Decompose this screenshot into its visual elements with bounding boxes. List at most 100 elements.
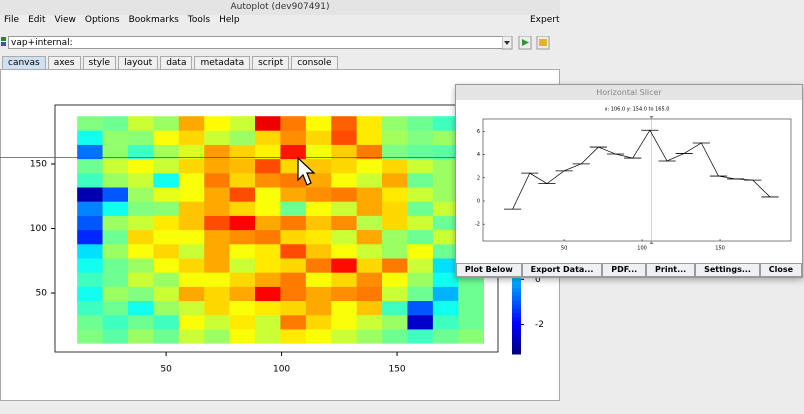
heatmap-cell bbox=[407, 258, 434, 273]
colorbar-segment bbox=[512, 287, 521, 293]
heatmap-cell bbox=[407, 116, 434, 131]
heatmap-cell bbox=[178, 144, 205, 160]
address-field[interactable]: vap+internal: bbox=[8, 36, 510, 49]
heatmap-cell bbox=[280, 116, 307, 131]
heatmap-cell bbox=[331, 187, 357, 202]
heatmap-cell bbox=[77, 272, 103, 287]
menu-item[interactable]: Bookmarks bbox=[128, 15, 179, 25]
heatmap-cell bbox=[407, 144, 434, 160]
menu-item[interactable]: File bbox=[4, 15, 20, 25]
heatmap-cell bbox=[407, 130, 434, 145]
menu-item[interactable]: Options bbox=[84, 15, 120, 25]
heatmap-cell bbox=[178, 187, 205, 202]
heatmap-cell bbox=[204, 258, 230, 273]
heatmap-cell bbox=[178, 329, 205, 344]
menu-item[interactable]: Edit bbox=[28, 15, 46, 25]
heatmap-cell bbox=[356, 173, 383, 188]
heatmap-cell bbox=[153, 243, 180, 259]
heatmap-cell bbox=[153, 272, 180, 287]
menu-item[interactable]: Help bbox=[219, 15, 240, 25]
heatmap-cell bbox=[204, 201, 230, 216]
heatmap-cell bbox=[382, 215, 408, 231]
heatmap-cell bbox=[280, 329, 307, 344]
tab[interactable]: layout bbox=[118, 56, 159, 69]
heatmap-cell bbox=[77, 201, 103, 216]
button[interactable]: PDF... bbox=[602, 263, 647, 277]
heatmap-cell bbox=[102, 229, 129, 245]
x-tick-label: 150 bbox=[388, 365, 405, 375]
heatmap-cell bbox=[255, 144, 281, 160]
colorbar-segment bbox=[512, 316, 521, 322]
heatmap-cell bbox=[331, 173, 357, 188]
heatmap-cell bbox=[178, 314, 205, 330]
heatmap-cell bbox=[204, 215, 230, 231]
heatmap-cell bbox=[229, 329, 256, 344]
slicer-plot: x: 106.0 y: 154.0 to 165.0 50 100 150 -2 0 2 4 6 bbox=[475, 107, 792, 252]
tab[interactable]: metadata bbox=[194, 56, 251, 69]
heatmap-cell bbox=[204, 130, 230, 145]
heatmap-cell bbox=[127, 116, 154, 131]
button[interactable]: Print... bbox=[646, 263, 696, 277]
button[interactable]: Settings... bbox=[695, 263, 760, 277]
heatmap-cell bbox=[382, 286, 408, 302]
heatmap-cell bbox=[127, 272, 154, 287]
heatmap-cell bbox=[204, 173, 230, 188]
heatmap-cell bbox=[77, 144, 103, 160]
heatmap-cell bbox=[153, 329, 180, 344]
heatmap-cell bbox=[127, 144, 154, 160]
tab[interactable]: console bbox=[291, 56, 338, 69]
window-title: Autoplot (dev907491) bbox=[0, 0, 560, 15]
heatmap-cell bbox=[280, 314, 307, 330]
heatmap-cell bbox=[356, 201, 383, 216]
heatmap-cell bbox=[178, 215, 205, 231]
heatmap-cell bbox=[331, 215, 357, 231]
heatmap-cell bbox=[229, 243, 256, 259]
heatmap-cell bbox=[127, 229, 154, 245]
heatmap-cell bbox=[255, 314, 281, 330]
x-tick-label: 50 bbox=[561, 246, 567, 252]
heatmap-cell bbox=[102, 329, 129, 344]
heatmap-cell bbox=[305, 215, 332, 231]
heatmap-cell bbox=[255, 187, 281, 202]
tab[interactable]: data bbox=[160, 56, 193, 69]
heatmap-cell bbox=[255, 158, 281, 174]
heatmap-cell bbox=[102, 314, 129, 330]
button[interactable]: Plot Below bbox=[456, 263, 522, 277]
heatmap-cell bbox=[356, 286, 383, 302]
heatmap-cell bbox=[382, 243, 408, 259]
heatmap-cell bbox=[204, 158, 230, 174]
colorbar-segment bbox=[512, 320, 521, 326]
heatmap-cell bbox=[255, 329, 281, 344]
menu-item[interactable]: Expert bbox=[530, 15, 560, 25]
heatmap-cell bbox=[382, 130, 408, 145]
heatmap-cell bbox=[255, 215, 281, 231]
heatmap-cell bbox=[77, 286, 103, 302]
colorbar-segment bbox=[512, 337, 521, 343]
slicer-status: x: 106.0 y: 154.0 to 165.0 bbox=[605, 107, 670, 113]
button[interactable]: Export Data... bbox=[521, 263, 603, 277]
heatmap-cell bbox=[127, 173, 154, 188]
heatmap-cell bbox=[305, 130, 332, 145]
heatmap-cell bbox=[178, 243, 205, 259]
tab[interactable]: axes bbox=[47, 56, 81, 69]
button[interactable]: Close bbox=[759, 263, 803, 277]
menu-item[interactable]: View bbox=[54, 15, 76, 25]
heatmap-cell bbox=[102, 272, 129, 287]
x-tick-label: 50 bbox=[160, 365, 172, 375]
tab[interactable]: script bbox=[252, 56, 290, 69]
heatmap-cell bbox=[102, 130, 129, 145]
x-tick-label: 100 bbox=[637, 246, 647, 252]
heatmap-cell bbox=[407, 158, 434, 174]
tab[interactable]: style bbox=[82, 56, 117, 69]
heatmap-cell bbox=[255, 116, 281, 131]
tab[interactable]: canvas bbox=[2, 56, 46, 69]
heatmap-cell bbox=[432, 201, 459, 216]
plot-frame bbox=[482, 118, 792, 242]
heatmap-cell bbox=[280, 243, 307, 259]
heatmap-cell bbox=[382, 173, 408, 188]
heatmap-cell bbox=[153, 229, 180, 245]
heatmap-cell bbox=[77, 300, 103, 316]
heatmap-cell bbox=[432, 130, 459, 145]
menu-item[interactable]: Tools bbox=[187, 15, 211, 25]
heatmap-cell bbox=[331, 243, 357, 259]
